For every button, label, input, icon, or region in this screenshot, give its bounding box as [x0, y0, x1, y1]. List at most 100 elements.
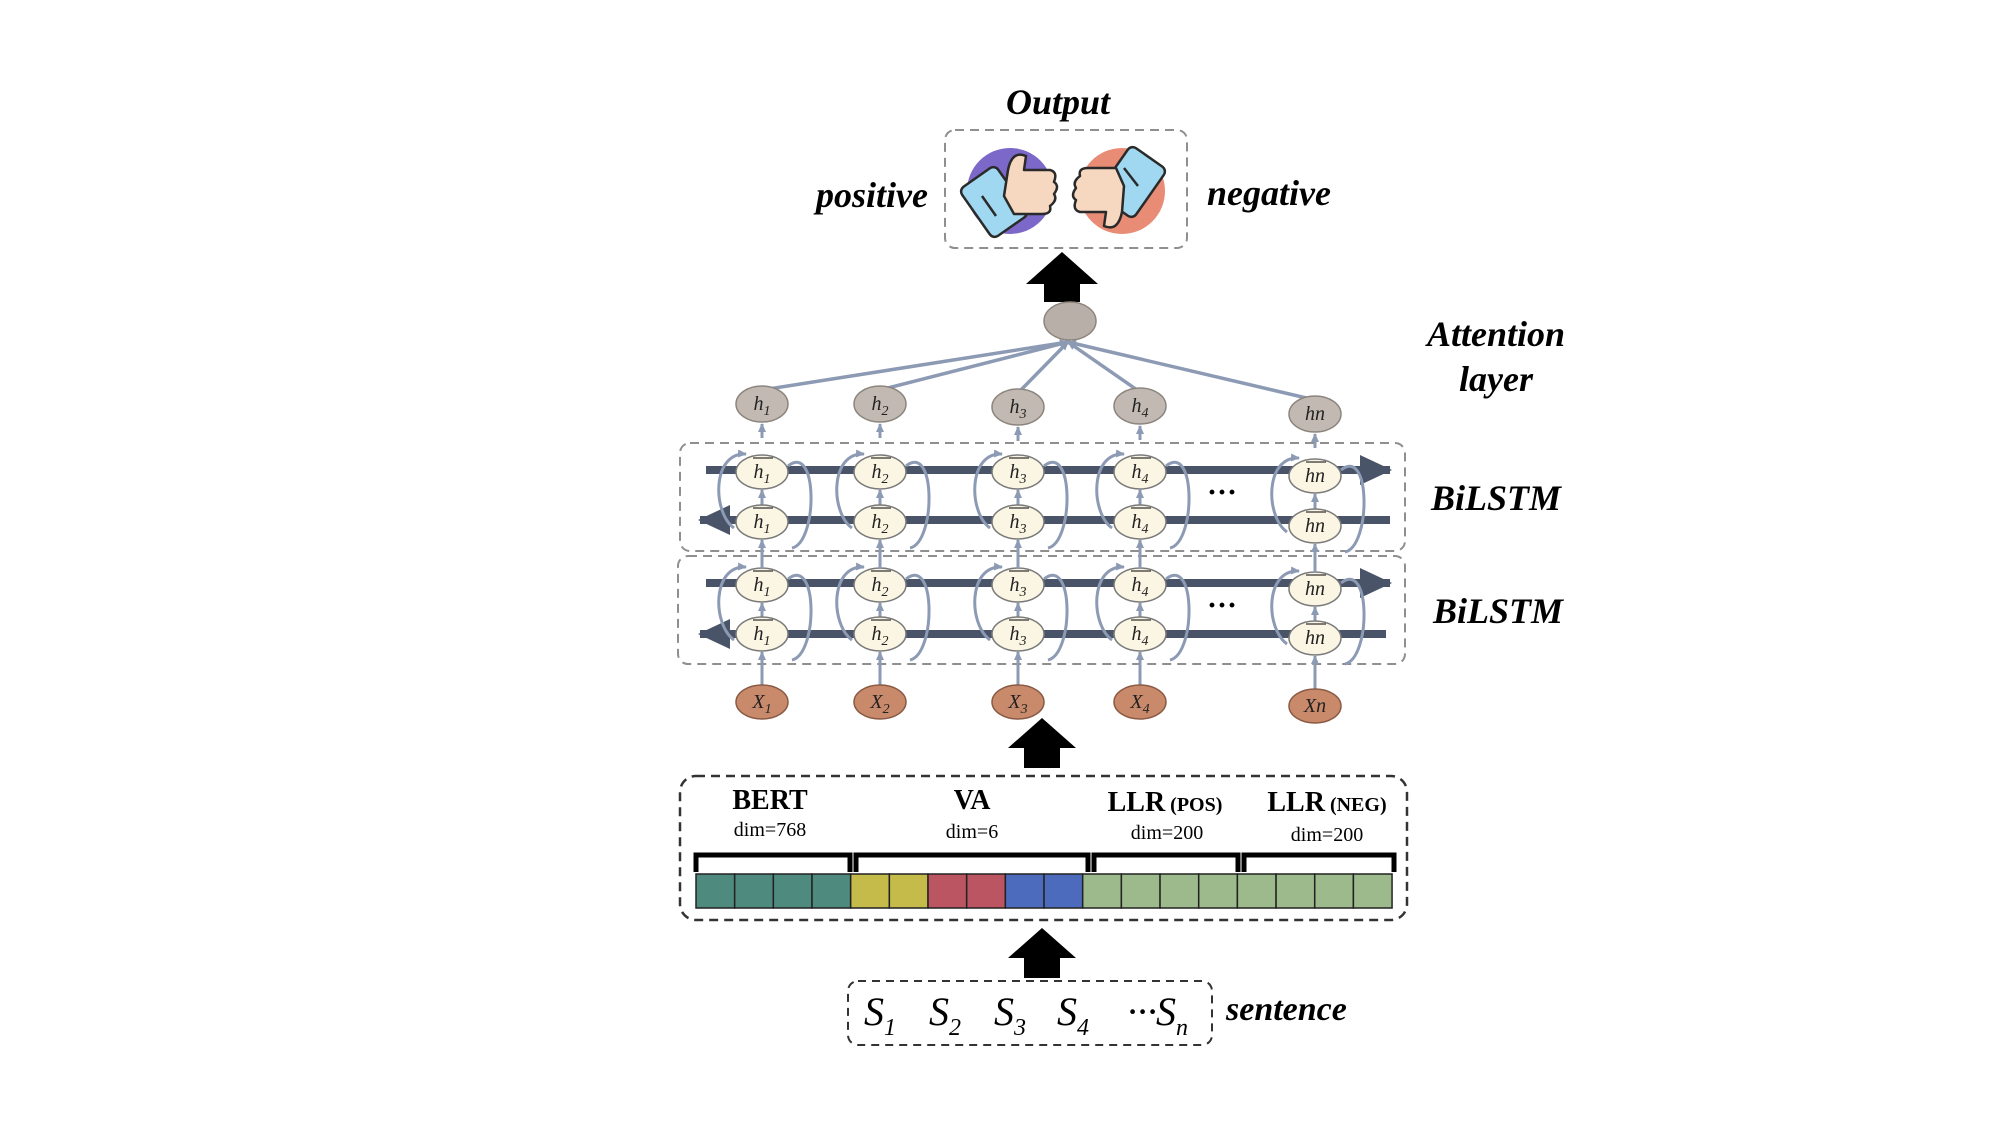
hidden-output-node	[853, 385, 907, 423]
attention-connection	[761, 339, 1069, 392]
lstm-cell-label: h2	[872, 461, 889, 487]
lstm-cell-label: hn	[1305, 465, 1325, 487]
va-label: VA	[954, 785, 992, 816]
attention-connections	[761, 339, 1316, 402]
thumbs-up-icon	[959, 148, 1059, 239]
bilstm-lower-label: BiLSTM	[1432, 591, 1565, 631]
sentence-token: Sn	[1156, 989, 1188, 1041]
input-node	[1113, 684, 1167, 720]
hidden-output-nodes: h1 h2 h3 h4 hn	[735, 385, 1342, 448]
lstm-cell-label: h4	[1132, 574, 1149, 600]
hidden-output-node	[991, 388, 1045, 426]
recurrent-link	[973, 562, 1003, 642]
recurrent-link	[1095, 562, 1125, 642]
input-node	[1288, 688, 1342, 724]
attention-connection	[879, 340, 1069, 392]
lstm-cell-label: h3	[1010, 574, 1027, 600]
lstm-cell-label: hn	[1305, 515, 1325, 537]
bert-label: BERT	[732, 785, 808, 816]
input-node-label: X1	[751, 691, 771, 717]
embedding-cell	[1352, 873, 1393, 909]
sentence-token: S1	[864, 989, 896, 1041]
bilstm-upper-ellipsis: ···	[1207, 476, 1237, 509]
hidden-output-label: h3	[1010, 396, 1027, 422]
llr-neg-label: LLR (NEG)	[1267, 787, 1386, 818]
input-node	[853, 684, 907, 720]
bilstm-upper-box	[679, 442, 1406, 552]
attention-label-line2: layer	[1459, 359, 1534, 399]
flow-arrow-to-bilstm	[1008, 718, 1076, 768]
input-node	[735, 684, 789, 720]
thumbs-down-icon	[1071, 145, 1167, 234]
embedding-cell	[733, 873, 775, 909]
lstm-cell-label: h2	[872, 511, 889, 537]
attention-node	[1043, 301, 1097, 341]
bert-dim: dim=768	[734, 819, 806, 841]
embedding-cell	[965, 873, 1007, 909]
lstm-cell-label: h4	[1132, 511, 1149, 537]
lstm-cell-label: h4	[1132, 461, 1149, 487]
recurrent-link	[717, 449, 747, 530]
lstm-cell	[735, 454, 789, 490]
lstm-cell-label: h1	[754, 511, 771, 537]
embedding-cell	[772, 873, 813, 909]
llr-neg-dim: dim=200	[1291, 824, 1363, 846]
lstm-cell	[1113, 454, 1167, 490]
flow-arrow-to-output	[1026, 252, 1098, 302]
sentence-token: ···	[1127, 989, 1157, 1034]
embedding-cell	[1236, 873, 1277, 909]
positive-label: positive	[813, 175, 928, 215]
input-node-label: Xn	[1303, 695, 1326, 717]
lstm-cell-label: h3	[1010, 461, 1027, 487]
input-node-label: X4	[1129, 691, 1149, 717]
attention-label-line1: Attention	[1425, 314, 1565, 354]
embedding-cell	[1313, 873, 1355, 909]
output-title: Output	[1006, 82, 1111, 122]
bilstm-lower-box	[677, 555, 1406, 665]
embedding-cell	[1081, 873, 1123, 909]
recurrent-link	[787, 461, 813, 550]
lstm-cell-label: h1	[754, 574, 771, 600]
lstm-cell	[853, 454, 907, 490]
lstm-cell	[991, 454, 1045, 490]
lstm-cell-label: h3	[1010, 511, 1027, 537]
embedding-cell	[1043, 873, 1084, 909]
recurrent-link	[1043, 574, 1069, 662]
hidden-output-node	[1288, 395, 1342, 433]
input-node-label: X2	[869, 691, 889, 717]
negative-label: negative	[1207, 173, 1331, 213]
embedding-cell	[888, 873, 929, 909]
llr-pos-label: LLR (POS)	[1108, 787, 1223, 818]
embedding-cell	[1275, 873, 1316, 909]
embedding-vector	[695, 873, 1393, 909]
recurrent-link	[1095, 449, 1125, 530]
lstm-cell-label: h1	[754, 623, 771, 649]
hidden-output-label: h2	[872, 393, 889, 419]
embedding-cell	[927, 873, 968, 909]
embedding-cell	[1004, 873, 1045, 909]
recurrent-link	[1270, 566, 1300, 646]
lstm-cell-label: h1	[754, 461, 771, 487]
recurrent-link	[1043, 461, 1069, 550]
segment-braces	[693, 852, 1397, 872]
recurrent-link	[787, 574, 813, 662]
embedding-cell	[1120, 873, 1161, 909]
attention-connection	[1016, 340, 1070, 395]
sentence-token: S4	[1057, 989, 1089, 1041]
hidden-output-node	[735, 385, 789, 423]
hidden-output-label: hn	[1305, 403, 1325, 425]
bilstm-upper-label: BiLSTM	[1430, 478, 1563, 518]
embedding-cell	[811, 873, 852, 909]
lstm-cell-label: h2	[872, 623, 889, 649]
recurrent-link	[905, 574, 931, 662]
llr-pos-dim: dim=200	[1131, 822, 1203, 844]
recurrent-link	[1270, 453, 1300, 534]
sentence-label: sentence	[1225, 991, 1347, 1028]
recurrent-link	[973, 449, 1003, 530]
sentence-token: S2	[929, 989, 961, 1041]
embedding-cell	[695, 873, 736, 909]
lstm-cell	[1288, 458, 1342, 494]
va-dim: dim=6	[946, 821, 998, 843]
recurrent-link	[717, 562, 747, 642]
